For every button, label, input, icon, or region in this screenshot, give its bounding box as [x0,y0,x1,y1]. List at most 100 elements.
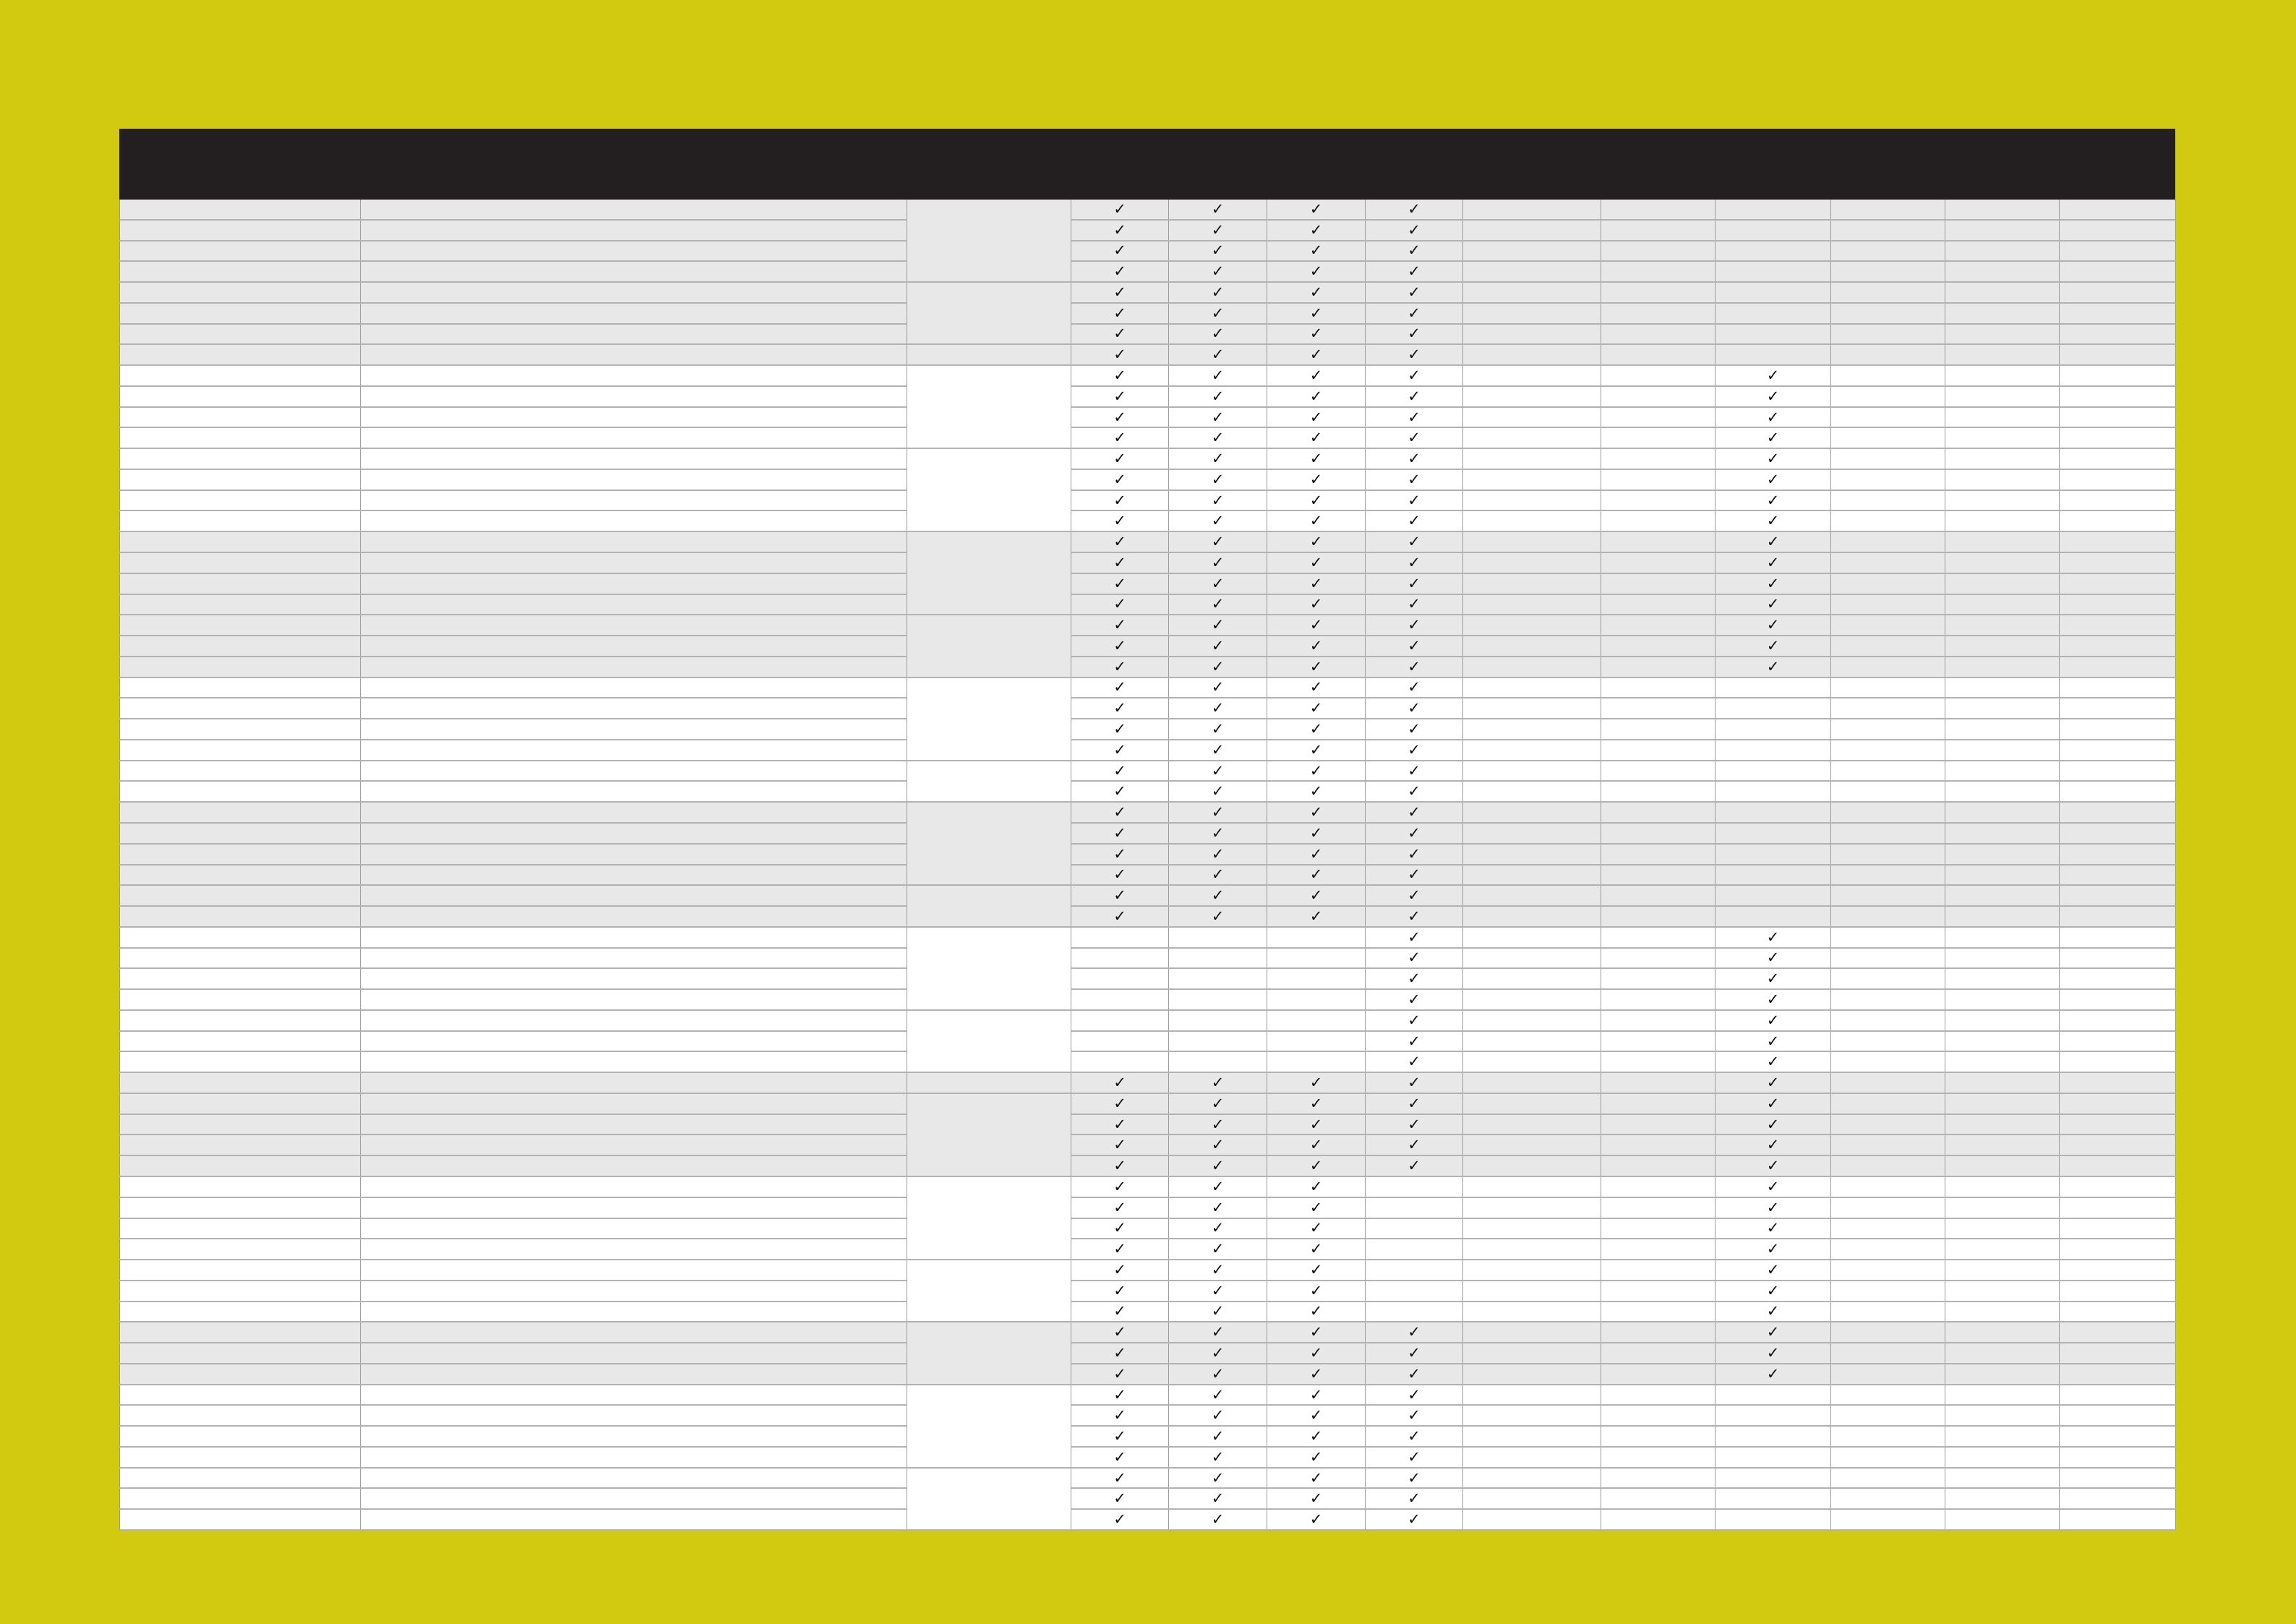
checkmark-icon: ✓ [1408,886,1421,905]
group-cell [907,1260,1071,1323]
check-cell [1945,677,2060,699]
description-cell [360,1488,907,1510]
check-cell: ✓ [1168,698,1267,720]
checkmark-icon: ✓ [1211,1240,1225,1258]
name-cell [119,760,361,782]
checkmark-icon: ✓ [1113,304,1126,322]
checkmark-icon: ✓ [1113,866,1126,884]
check-cell: ✓ [1365,781,1463,803]
name-cell [119,261,361,283]
check-cell: ✓ [1365,1343,1463,1364]
check-cell [1462,1405,1601,1427]
checkmark-icon: ✓ [1211,408,1225,426]
check-cell: ✓ [1365,1446,1463,1469]
check-cell: ✓ [1071,323,1169,346]
check-cell: ✓ [1168,719,1267,740]
check-cell [1830,947,1945,970]
check-cell [1715,1509,1831,1531]
checkmark-icon: ✓ [1309,1177,1323,1195]
check-cell: ✓ [1267,1093,1366,1115]
check-cell [2059,240,2176,262]
checkmark-icon: ✓ [1113,367,1126,384]
check-cell: ✓ [1365,843,1463,866]
checkmark-icon: ✓ [1113,1094,1126,1112]
checkmark-icon: ✓ [1309,1115,1323,1133]
check-cell [1715,240,1831,262]
checkmark-icon: ✓ [1309,1448,1323,1466]
check-cell [1715,302,1831,325]
checkmark-icon: ✓ [1766,1157,1780,1175]
check-cell: ✓ [1168,573,1267,595]
checkmark-icon: ✓ [1408,512,1421,530]
check-cell [1715,906,1831,928]
check-cell [1462,989,1601,1011]
check-cell [2059,1197,2176,1219]
check-cell: ✓ [1267,1446,1366,1469]
check-cell [1945,510,2060,533]
check-cell [1462,1509,1601,1531]
table-row: ✓ ✓ ✓ ✓ [119,240,2176,262]
check-cell [1830,864,1945,886]
description-cell [360,677,907,699]
check-cell: ✓ [1715,1176,1831,1198]
checkmark-icon: ✓ [1309,636,1323,654]
check-cell [1830,490,1945,512]
checkmark-icon: ✓ [1113,221,1126,239]
check-cell: ✓ [1071,552,1169,574]
description-cell [360,615,907,637]
name-cell [119,1301,361,1323]
group-cell [907,1322,1071,1385]
check-cell: ✓ [1071,1176,1169,1198]
check-cell: ✓ [1071,843,1169,866]
checkmark-icon: ✓ [1113,346,1126,364]
check-cell [1945,385,2060,408]
name-cell [119,1343,361,1364]
check-cell: ✓ [1168,760,1267,782]
check-cell: ✓ [1071,1134,1169,1157]
check-cell [1830,1405,1945,1427]
description-cell [360,344,907,367]
check-cell [1462,656,1601,678]
checkmark-icon: ✓ [1113,720,1126,738]
checkmark-icon: ✓ [1113,907,1126,925]
table-row: ✓ ✓ ✓ ✓ [119,1260,2176,1323]
check-cell [1830,698,1945,720]
check-cell [1830,1260,1945,1281]
check-cell [1945,1363,2060,1385]
table-row: ✓ ✓ ✓ ✓ [119,1405,2176,1427]
check-cell: ✓ [1168,656,1267,678]
checkmark-icon: ✓ [1309,1343,1323,1362]
check-cell: ✓ [1168,510,1267,533]
name-cell [119,1467,361,1490]
check-cell [2059,1301,2176,1323]
check-cell: ✓ [1715,1155,1831,1177]
check-cell [1830,1093,1945,1115]
checkmark-icon: ✓ [1211,616,1225,634]
check-cell: ✓ [1365,1072,1463,1094]
description-cell [360,1301,907,1323]
checkmark-icon: ✓ [1113,1469,1126,1487]
check-cell: ✓ [1365,200,1463,221]
check-cell [1601,1197,1715,1219]
check-cell [2059,1280,2176,1302]
check-cell: ✓ [1267,698,1366,720]
checkmark-icon: ✓ [1309,1406,1323,1424]
check-cell: ✓ [1168,1405,1267,1427]
check-cell [2059,677,2176,699]
check-cell: ✓ [1071,1301,1169,1323]
check-cell [1462,968,1601,991]
check-cell [1365,1260,1463,1281]
table-row: ✓ ✓ ✓ ✓ [119,885,2176,928]
name-cell [119,947,361,970]
table-row: ✓ ✓ ✓ ✓ [119,1176,2176,1261]
description-cell [360,1467,907,1490]
checkmark-icon: ✓ [1408,636,1421,654]
description-cell [360,1260,907,1281]
check-cell [1267,1009,1366,1032]
checkmark-icon: ✓ [1211,678,1225,696]
check-cell: ✓ [1071,219,1169,242]
check-cell: ✓ [1365,719,1463,740]
check-cell [1601,1343,1715,1364]
check-cell [1267,989,1366,1011]
check-cell: ✓ [1715,594,1831,616]
